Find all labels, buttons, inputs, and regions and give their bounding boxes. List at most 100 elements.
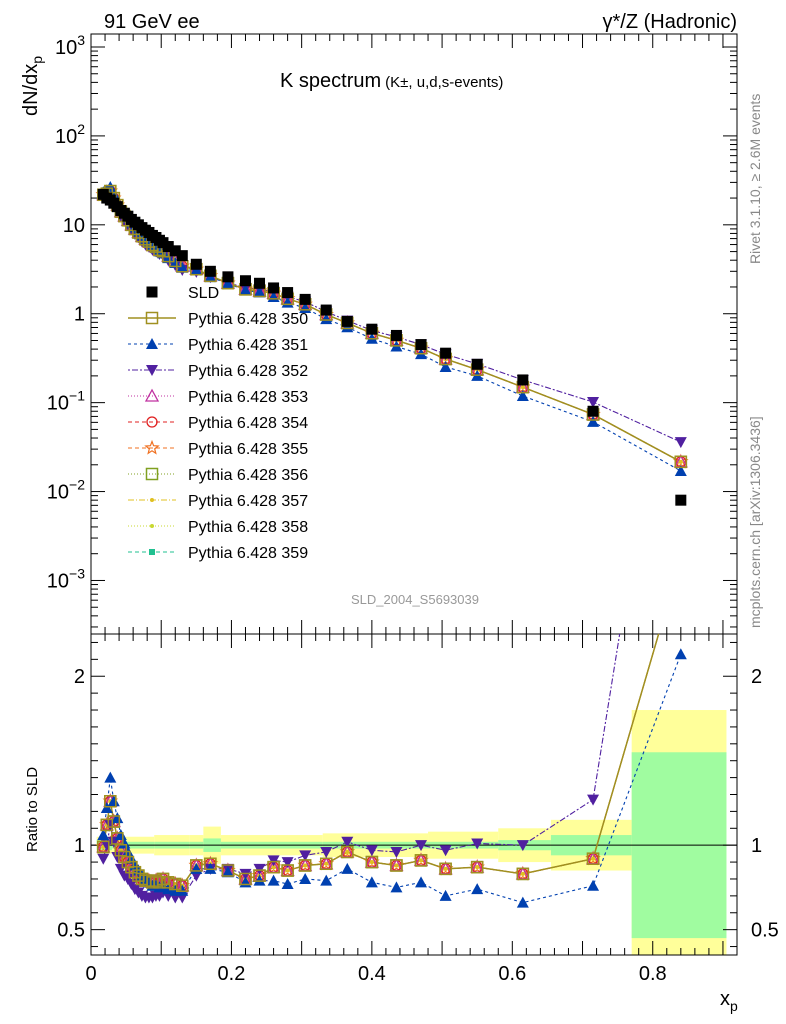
- point-sld: [517, 374, 529, 386]
- main-y-tick-label: 10−3: [47, 565, 85, 592]
- point-sld: [239, 275, 251, 287]
- point-sld-shape: [587, 405, 599, 417]
- legend-label-4: Pythia 6.428 353: [188, 389, 308, 406]
- ratio-point-6-428-350: [414, 854, 428, 867]
- ratio-point-6-428-350-shape: [267, 860, 280, 874]
- main-y-tick-label: 10: [63, 215, 85, 237]
- ratio-point-6-428-357-shape: [345, 849, 350, 854]
- legend-label-3: Pythia 6.428 352: [188, 363, 308, 380]
- ratio-point-6-428-350-shape: [169, 877, 182, 891]
- ratio-point-6-428-351-shape: [587, 879, 600, 891]
- point-sld-shape: [440, 347, 452, 359]
- ratio-point-6-428-352: [299, 850, 312, 862]
- ratio-point-6-428-352: [281, 857, 294, 869]
- ratio-point-6-428-350: [111, 832, 124, 845]
- point-6-428-351-shape: [587, 415, 600, 427]
- ratio-point-6-428-351-shape: [118, 837, 131, 849]
- ratio-point-6-428-352-shape: [299, 850, 312, 862]
- ratio-point-6-428-352: [415, 840, 428, 852]
- point-6-428-352-shape: [587, 397, 600, 409]
- point-sld: [366, 323, 378, 335]
- point-6-428-351: [516, 389, 529, 401]
- point-sld: [190, 258, 202, 270]
- point-sld-shape: [299, 293, 311, 305]
- legend-label-2: Pythia 6.428 351: [188, 337, 308, 354]
- ratio-point-6-428-350-shape: [153, 876, 166, 889]
- ratio-point-6-428-352: [320, 846, 333, 858]
- ratio-point-6-428-350-shape: [341, 845, 354, 859]
- ratio-point-6-428-351: [516, 896, 529, 908]
- point-6-428-351: [176, 261, 189, 273]
- ratio-point-6-428-351-shape: [176, 884, 189, 896]
- ratio-point-6-428-352-shape: [253, 863, 266, 875]
- ratio-point-6-428-357: [369, 860, 374, 865]
- ratio-point-6-428-352-shape: [267, 855, 280, 867]
- ratio-point-6-428-352: [471, 838, 484, 850]
- legend-marker-10: [149, 549, 155, 555]
- main-y-tick-label: 102: [55, 121, 85, 148]
- ratio-point-6-428-357-shape: [520, 871, 525, 876]
- ratio-point-6-428-352: [97, 853, 110, 865]
- ratio-point-6-428-352: [516, 840, 529, 852]
- point-6-428-351-shape: [221, 277, 234, 289]
- ratio-point-6-428-350: [390, 859, 403, 872]
- point-6-428-352: [674, 437, 687, 449]
- ratio-point-6-428-352-shape: [100, 840, 113, 852]
- ratio-point-6-428-351: [97, 829, 110, 841]
- ratio-point-6-428-352: [100, 840, 113, 852]
- main-y-tick-label: 10−1: [47, 388, 85, 415]
- point-sld-shape: [471, 358, 483, 370]
- ratio-point-6-428-352-shape: [471, 838, 484, 850]
- ratio-point-6-428-351: [221, 866, 234, 878]
- point-6-428-357: [520, 385, 525, 390]
- legend-label-7: Pythia 6.428 356: [188, 467, 308, 484]
- ratio-point-6-428-351-shape: [253, 874, 266, 886]
- ratio-point-6-428-350-shape: [190, 859, 203, 872]
- ratio-point-6-428-351-shape: [320, 874, 333, 886]
- point-6-428-350: [674, 455, 688, 469]
- legend-label-0: SLD: [188, 285, 219, 302]
- legend-marker-2-shape: [146, 338, 158, 349]
- legend-marker-4-shape: [144, 388, 160, 402]
- ratio-point-6-428-350: [267, 860, 280, 874]
- ratio-point-6-428-350: [281, 864, 294, 877]
- ratio-point-6-428-350: [439, 862, 452, 876]
- point-sld: [268, 282, 280, 294]
- ratio-point-6-428-357: [475, 865, 480, 870]
- ratio-y-tick-label: 0.5: [751, 920, 779, 942]
- point-sld: [254, 277, 266, 289]
- ratio-point-6-428-351-shape: [221, 866, 234, 878]
- ratio-point-6-428-350: [190, 859, 203, 872]
- ratio-point-6-428-352: [341, 836, 354, 848]
- ratio-point-6-428-352: [365, 845, 378, 857]
- point-6-428-351-shape: [239, 284, 252, 296]
- point-6-428-351-shape: [674, 464, 687, 476]
- point-sld-shape: [176, 250, 188, 262]
- point-sld-shape: [239, 275, 251, 287]
- point-6-428-351: [221, 277, 234, 289]
- ratio-point-6-428-351-shape: [97, 829, 110, 841]
- ratio-point-6-428-350: [221, 864, 235, 877]
- legend-marker-9: [150, 524, 154, 528]
- point-6-428-352: [587, 397, 600, 409]
- ratio-point-6-428-350-shape: [239, 872, 252, 886]
- ratio-point-6-428-351-shape: [267, 874, 280, 886]
- point-sld-shape: [254, 277, 266, 289]
- ratio-point-6-428-352-shape: [281, 857, 294, 869]
- point-sld: [587, 405, 599, 417]
- ratio-point-6-428-351: [176, 884, 189, 896]
- ratio-point-6-428-350-shape: [176, 879, 189, 892]
- ratio-point-6-428-352: [114, 863, 127, 875]
- ratio-point-6-428-350-shape: [319, 857, 333, 871]
- ratio-point-6-428-352-shape: [341, 836, 354, 848]
- ratio-point-6-428-351: [341, 862, 354, 874]
- ratio-point-6-428-351-shape: [365, 876, 378, 888]
- ratio-point-6-428-351-shape: [516, 896, 529, 908]
- chart-title: K spectrum (K±, u,d,s-events): [280, 70, 503, 92]
- ratio-point-6-428-350: [516, 867, 530, 881]
- legend-marker-9-shape: [150, 524, 154, 528]
- ratio-point-6-428-351-shape: [341, 862, 354, 874]
- ratio-point-6-428-352-shape: [415, 840, 428, 852]
- legend-marker-0-shape: [146, 286, 158, 298]
- point-6-428-357: [678, 459, 683, 464]
